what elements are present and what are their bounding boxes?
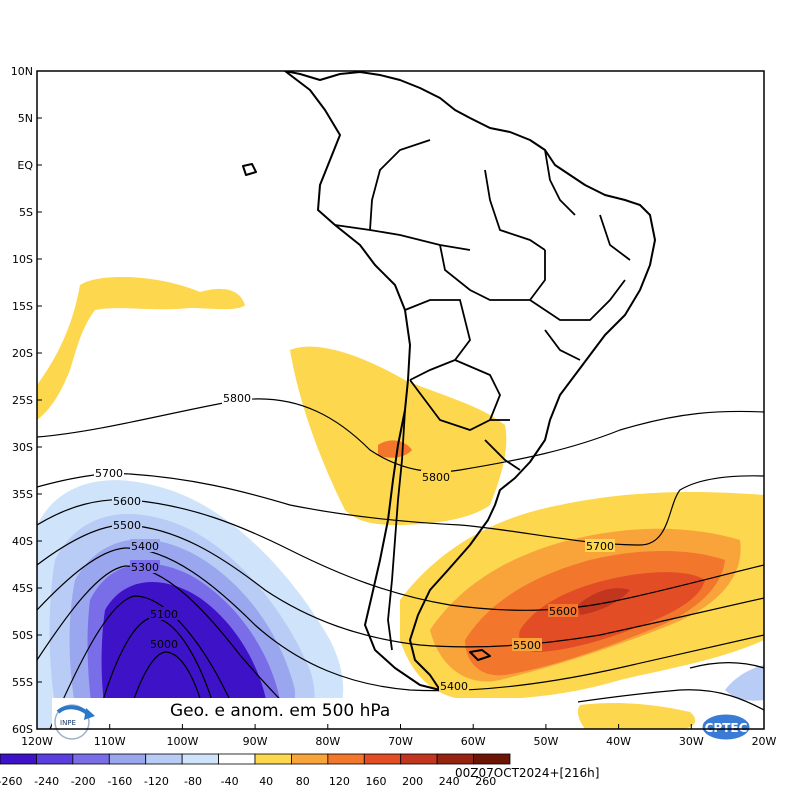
lat-tick-label: 50S — [12, 629, 33, 642]
lat-tick-label: 15S — [12, 300, 33, 313]
contour-5800 — [37, 398, 764, 473]
positive-anomaly-south-core — [578, 588, 630, 615]
colorbar-label: -40 — [221, 775, 239, 788]
map-title: Geo. e anom. em 500 hPa — [170, 701, 390, 721]
contour-5500-east — [689, 662, 764, 669]
lat-tick-label: 60S — [12, 723, 33, 736]
colorbar-label: -260 — [0, 775, 22, 788]
colorbar-swatch — [145, 753, 183, 765]
contour-5700 — [37, 473, 764, 546]
colorbar-label: 40 — [259, 775, 273, 788]
contour-5300 — [37, 565, 311, 729]
lon-tick-label: 90W — [243, 735, 268, 748]
title-band — [52, 698, 578, 729]
negative-anomaly-east — [725, 665, 764, 701]
forecast-date-label: 00Z07OCT2024+[216h] — [455, 766, 599, 780]
colorbar-swatch — [218, 753, 256, 765]
colorbar-swatch — [473, 753, 511, 765]
contour-label-group: 5800 5800 5700 5700 5600 5600 5500 5500 … — [94, 391, 615, 693]
contour-label: 5100 — [150, 608, 178, 621]
positive-anomaly-central — [290, 346, 507, 525]
contour-label: 5700 — [95, 467, 123, 480]
colorbar-label: -200 — [71, 775, 96, 788]
colorbar-label: -160 — [107, 775, 132, 788]
anomaly-field — [37, 276, 764, 729]
contour-label: 5400 — [131, 540, 159, 553]
height-contours — [37, 398, 764, 729]
lon-tick-label: 100W — [166, 735, 198, 748]
inpe-logo: INPE — [54, 704, 95, 740]
colorbar-swatch — [291, 753, 329, 765]
lat-tick-label: 5S — [19, 206, 33, 219]
contour-label: 5300 — [131, 561, 159, 574]
lat-tick-label: EQ — [17, 159, 33, 172]
colorbar-swatch — [400, 753, 438, 765]
contour-label: 5500 — [113, 519, 141, 532]
colorbar-label: 80 — [296, 775, 310, 788]
lon-tick-label: 110W — [94, 735, 126, 748]
lat-tick-label: 10S — [12, 253, 33, 266]
colorbar-swatch — [181, 753, 219, 765]
lon-tick-label: 40W — [606, 735, 631, 748]
contour-label: 5800 — [223, 392, 251, 405]
positive-anomaly-south-4 — [519, 572, 705, 652]
lon-tick-label: 120W — [21, 735, 53, 748]
colorbar-label: 120 — [329, 775, 350, 788]
longitude-axis: 120W 110W 100W 90W 80W 70W 60W 50W 40W 30W 20W — [21, 724, 777, 748]
lat-tick-label: 20S — [12, 347, 33, 360]
positive-anomaly-north — [37, 276, 245, 420]
contour-label: 5400 — [440, 680, 468, 693]
colorbar-label: 240 — [439, 775, 460, 788]
colorbar-swatch — [108, 753, 147, 765]
latitude-axis: 10N 5N EQ 5S 10S 15S 20S 25S 30S 35S 40S 45S 50S 55S 6… — [11, 65, 42, 736]
colorbar-swatch — [436, 753, 474, 765]
country-borders — [334, 139, 631, 651]
inpe-logo-text: INPE — [60, 719, 76, 727]
lon-tick-label: 20W — [752, 735, 777, 748]
south-america-coast — [284, 71, 656, 691]
colorbar-swatch — [254, 753, 292, 765]
cptec-logo: CPTEC — [701, 713, 751, 741]
contour-5400 — [37, 547, 764, 692]
contour-5000 — [124, 651, 209, 729]
galapagos — [242, 163, 257, 176]
lon-tick-label: 80W — [315, 735, 340, 748]
lat-tick-label: 30S — [12, 441, 33, 454]
lat-tick-label: 40S — [12, 535, 33, 548]
colorbar-swatch — [363, 753, 402, 765]
colorbar-label: 260 — [475, 775, 496, 788]
lat-tick-label: 25S — [12, 394, 33, 407]
contour-label: 5500 — [513, 639, 541, 652]
lat-tick-label: 35S — [12, 488, 33, 501]
coastlines — [242, 71, 656, 691]
positive-anomaly-se-strip — [577, 702, 696, 729]
lat-tick-label: 45S — [12, 582, 33, 595]
colorbar-label: -240 — [34, 775, 59, 788]
falklands — [469, 649, 491, 661]
lon-tick-label: 30W — [679, 735, 704, 748]
lon-tick-label: 60W — [461, 735, 486, 748]
colorbar-label: 160 — [366, 775, 387, 788]
contour-label: 5800 — [422, 471, 450, 484]
colorbar-swatch — [36, 753, 74, 765]
contour-label: 5000 — [150, 638, 178, 651]
lat-tick-label: 5N — [18, 112, 33, 125]
lon-tick-label: 50W — [533, 735, 558, 748]
contour-label: 5600 — [549, 605, 577, 618]
cptec-logo-text: CPTEC — [705, 721, 748, 735]
colorbar-swatch — [0, 753, 37, 765]
contour-label: 5600 — [113, 495, 141, 508]
colorbar-swatch — [327, 753, 365, 765]
colorbar-label: 200 — [402, 775, 423, 788]
colorbar-swatch — [72, 753, 110, 765]
lat-tick-label: 55S — [12, 676, 33, 689]
colorbar-label: -80 — [184, 775, 202, 788]
contour-label: 5700 — [586, 540, 614, 553]
colorbar-label: -120 — [144, 775, 169, 788]
lon-tick-label: 70W — [388, 735, 413, 748]
lat-tick-label: 10N — [11, 65, 33, 78]
colorbar: -260 -240 -200 -160 -120 -80 -40 40 80 120 160 200 2… — [0, 753, 511, 788]
